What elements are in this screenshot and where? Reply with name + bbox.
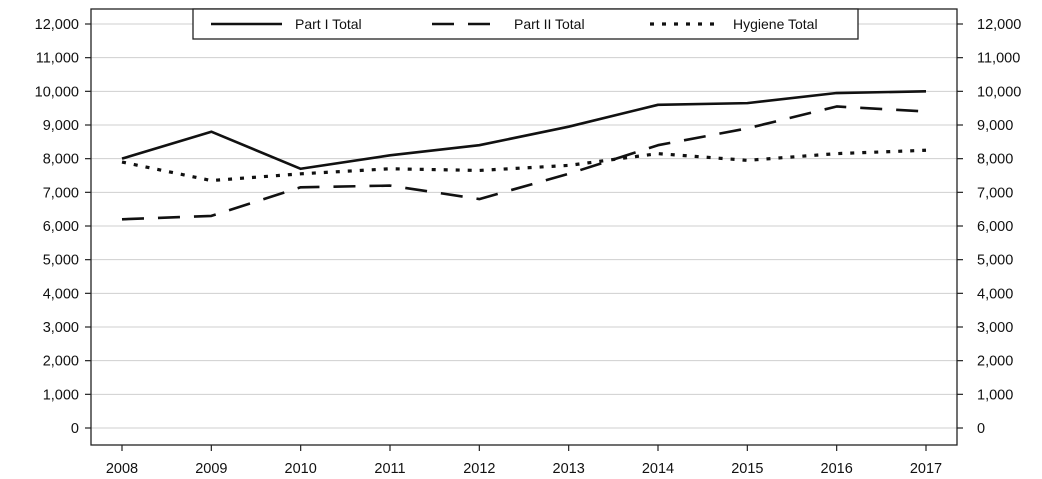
y-tick-label-left: 3,000 [43, 320, 79, 336]
legend-label: Part I Total [295, 16, 362, 32]
y-tick-label-left: 7,000 [43, 185, 79, 201]
y-tick-label-left: 12,000 [35, 17, 79, 33]
y-tick-label-left: 9,000 [43, 118, 79, 134]
y-tick-label-right: 7,000 [977, 185, 1013, 201]
legend-label: Hygiene Total [733, 16, 818, 32]
y-tick-label-right: 5,000 [977, 253, 1013, 269]
y-tick-label-right: 2,000 [977, 354, 1013, 370]
x-tick-label: 2013 [553, 461, 585, 477]
y-tick-label-right: 3,000 [977, 320, 1013, 336]
y-tick-label-left: 1,000 [43, 387, 79, 403]
series-line-part-i-total [121, 90, 927, 171]
gridlines [91, 23, 957, 429]
series-line-part-ii-total [121, 105, 927, 221]
legend: Part I Total Part II Total Hygiene Total [192, 8, 859, 40]
y-tick-label-left: 11,000 [36, 51, 79, 67]
x-tick-label: 2009 [195, 461, 227, 477]
y-tick-label-right: 6,000 [977, 219, 1013, 235]
y-tick-label-right: 4,000 [977, 286, 1013, 302]
series-line-hygiene-total [121, 148, 927, 183]
y-tick-label-left: 4,000 [43, 286, 79, 302]
y-tick-label-right: 12,000 [977, 17, 1021, 33]
x-tick-label: 2011 [374, 461, 405, 477]
y-tick-label-right: 10,000 [977, 84, 1021, 100]
y-tick-label-left: 2,000 [43, 354, 79, 370]
x-tick-label: 2010 [285, 461, 317, 477]
y-tick-label-left: 6,000 [43, 219, 79, 235]
series-lines [121, 90, 927, 221]
y-tick-label-right: 9,000 [977, 118, 1013, 134]
x-tick-label: 2016 [821, 461, 853, 477]
x-tick-label: 2017 [910, 461, 942, 477]
legend-label: Part II Total [514, 16, 585, 32]
y-tick-label-left: 5,000 [43, 253, 79, 269]
y-tick-label-right: 11,000 [977, 51, 1020, 67]
legend-box [192, 8, 859, 40]
x-tick-label: 2015 [731, 461, 763, 477]
y-tick-label-left: 8,000 [43, 152, 79, 168]
y-tick-label-right: 1,000 [977, 387, 1013, 403]
y-tick-label-left: 0 [71, 421, 79, 437]
x-tick-label: 2014 [642, 461, 674, 477]
y-tick-label-right: 8,000 [977, 152, 1013, 168]
x-tick-label: 2008 [106, 461, 138, 477]
x-tick-label: 2012 [463, 461, 495, 477]
y-tick-label-left: 10,000 [35, 84, 79, 100]
plot-frame [90, 8, 958, 446]
y-tick-label-right: 0 [977, 421, 985, 437]
axes: 0 0 1,000 1,000 2,000 2,000 3,000 3,000 4,000 4,0… [35, 8, 1021, 477]
